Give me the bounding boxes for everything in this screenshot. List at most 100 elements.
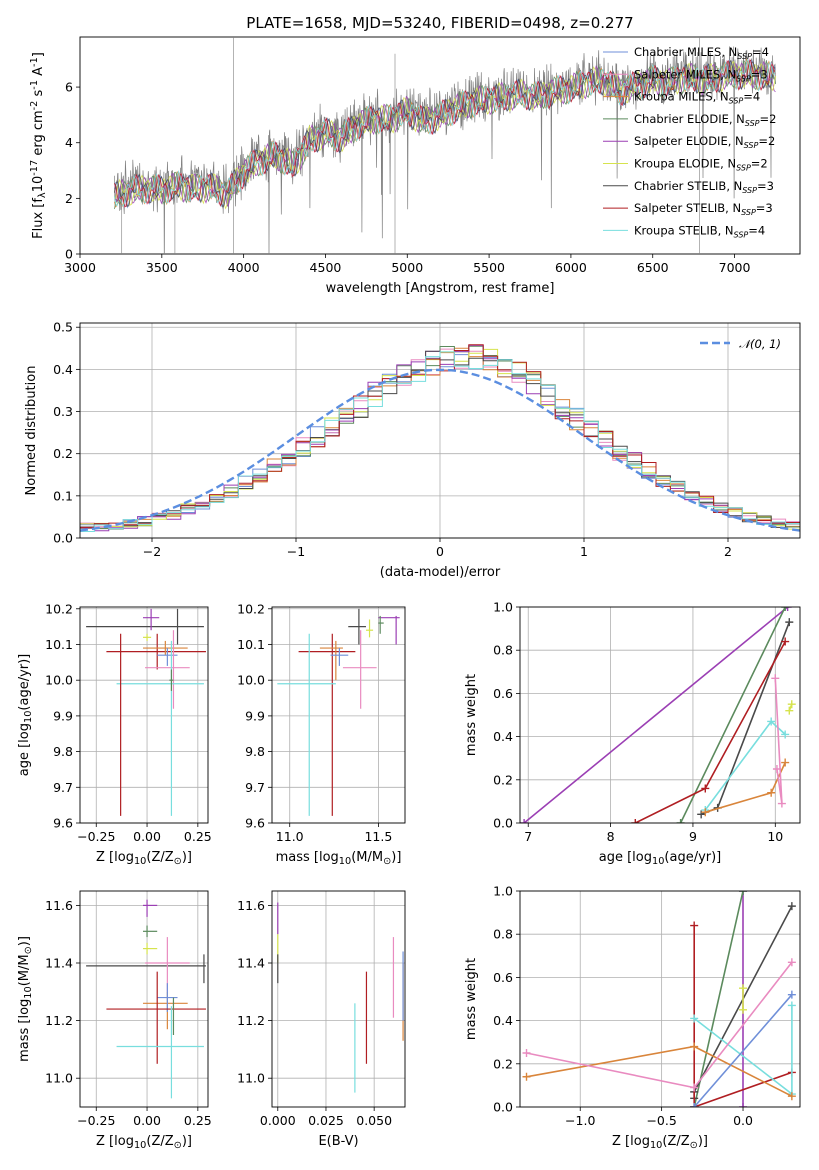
- legend-entry: Kroupa ELODIE, NSSP=2: [634, 157, 768, 173]
- errorbar-point: [169, 669, 174, 691]
- y-axis-label: mass weight: [464, 958, 479, 1040]
- weight_vs_Z-axes: −1.0 −0.5 0.0 0.0 0.2 0.4 0.6 0.8 1.0: [493, 884, 800, 1128]
- y-tick-label: 0.4: [493, 729, 513, 744]
- weight-point-marker: [781, 607, 790, 611]
- residual-histogram-step: [80, 344, 800, 528]
- weight-series-line: [700, 621, 791, 816]
- weight-point-marker: [701, 784, 710, 793]
- weight-series-line: [693, 994, 793, 1107]
- model-spectrum-line: [114, 59, 776, 209]
- weight-point-marker: [787, 990, 796, 999]
- y-tick-label: 11.0: [45, 1071, 73, 1086]
- y-tick-label: 9.9: [53, 708, 73, 723]
- x-tick-label: 0.00: [133, 829, 161, 844]
- weight-point-marker: [767, 788, 776, 797]
- normal-distribution-curve: [80, 368, 800, 532]
- y-tick-label: 0.2: [493, 1056, 513, 1071]
- y-axis-label: mass weight: [464, 674, 479, 756]
- y-tick-label: 1.0: [493, 600, 513, 615]
- errorbar-point: [116, 1006, 204, 1099]
- weight-series-line: [693, 925, 793, 1107]
- y-tick-label: 0.1: [53, 488, 73, 503]
- errorbar-point: [142, 925, 158, 938]
- y-tick-label: 11.6: [45, 898, 73, 913]
- errorbar-point: [157, 983, 178, 1012]
- errorbar-point: [378, 615, 400, 645]
- mass_vs_Z-frame: [79, 890, 209, 1108]
- x-tick-label: 5000: [391, 260, 423, 275]
- legend-entry: Chabrier STELIB, NSSP=3: [634, 179, 774, 195]
- x-tick-label: 3500: [146, 260, 178, 275]
- age_vs_Z-plot-area: [86, 608, 206, 816]
- x-tick-label: −1.0: [565, 1113, 595, 1128]
- y-tick-label: 1.0: [493, 884, 513, 899]
- weight-point-marker: [739, 891, 748, 895]
- errorbar-point: [142, 942, 158, 955]
- x-tick-label: 10: [767, 829, 783, 844]
- weight-series-line: [774, 678, 783, 804]
- age_vs_Z-axes: −0.25 0.00 0.25 9.6 9.7 9.8 9.9 10.0 10.1 10.2: [45, 601, 212, 844]
- weight-point-marker: [697, 810, 706, 819]
- x-tick-label: 0.050: [356, 1113, 392, 1128]
- y-tick-label: 0: [65, 247, 73, 262]
- weight-point-marker: [785, 706, 794, 715]
- errorbar-point: [86, 954, 206, 984]
- weight-point-marker: [781, 758, 790, 767]
- errorbar-point: [145, 937, 190, 992]
- x-tick-label: −0.5: [646, 1113, 676, 1128]
- weight-series-line: [693, 891, 744, 1107]
- y-axis-label: Normed distribution: [24, 366, 39, 496]
- y-tick-label: 10.2: [45, 601, 73, 616]
- y-axis-label: age [log10(age/yr)]: [17, 654, 34, 777]
- errorbar-point: [277, 633, 336, 816]
- x-tick-label: −2: [143, 544, 161, 559]
- errorbar-point: [142, 640, 188, 656]
- y-tick-label: 0.8: [493, 927, 513, 942]
- y-tick-label: 9.7: [245, 780, 265, 795]
- weight-series-line: [679, 607, 786, 823]
- age_vs_mass-axes: 11.0 11.5 9.6 9.7 9.8 9.9 10.0 10.1 10.2: [237, 601, 405, 844]
- spectrum-frame: [79, 36, 801, 255]
- y-tick-label: 2: [65, 191, 73, 206]
- y-tick-label: 11.4: [237, 956, 265, 971]
- weight-point-marker: [777, 799, 786, 808]
- x-axis-label: E(B-V): [318, 1134, 358, 1149]
- weight-point-marker: [785, 618, 794, 627]
- y-tick-label: 10.1: [45, 637, 73, 652]
- weight-point-marker: [771, 674, 780, 683]
- errorbar-point: [298, 633, 356, 816]
- legend-entry: Salpeter STELIB, NSSP=3: [634, 201, 773, 217]
- y-tick-label: 0.2: [493, 772, 513, 787]
- y-axis-label: mass [log10(M/M⊙)]: [17, 936, 34, 1062]
- errorbar-point: [348, 608, 366, 645]
- weight-point-marker: [701, 808, 710, 817]
- x-tick-label: 4000: [228, 260, 260, 275]
- y-tick-label: 0.0: [493, 1100, 513, 1115]
- legend-entry: Chabrier ELODIE, NSSP=2: [634, 112, 776, 128]
- weight-point-marker: [522, 1049, 531, 1057]
- y-tick-label: 10.0: [45, 673, 73, 688]
- weight-point-marker: [690, 921, 699, 930]
- y-tick-label: 9.7: [53, 780, 73, 795]
- weight-point-marker: [739, 984, 748, 993]
- y-tick-label: 9.9: [245, 708, 265, 723]
- x-tick-label: 4500: [310, 260, 342, 275]
- x-axis-label: Z [log10(Z/Z⊙)]: [96, 850, 192, 867]
- y-tick-label: 10.1: [237, 637, 265, 652]
- x-axis-label: Z [log10(Z/Z⊙)]: [612, 1134, 708, 1151]
- errorbar-point: [342, 630, 377, 709]
- x-tick-label: 5500: [473, 260, 505, 275]
- legend-entry: 𝒩(0, 1): [739, 337, 781, 351]
- weight-point-marker: [787, 902, 796, 911]
- x-tick-label: 7000: [719, 260, 751, 275]
- y-tick-label: 10.2: [237, 601, 265, 616]
- x-axis-label: (data-model)/error: [380, 565, 501, 580]
- x-tick-label: 11.0: [276, 829, 304, 844]
- x-tick-label: 6500: [637, 260, 669, 275]
- age_vs_mass-frame: [271, 606, 406, 824]
- weight-point-marker: [787, 700, 796, 709]
- x-tick-label: 9: [689, 829, 697, 844]
- weight-point-marker: [690, 1103, 699, 1107]
- x-axis-label: Z [log10(Z/Z⊙)]: [96, 1134, 192, 1151]
